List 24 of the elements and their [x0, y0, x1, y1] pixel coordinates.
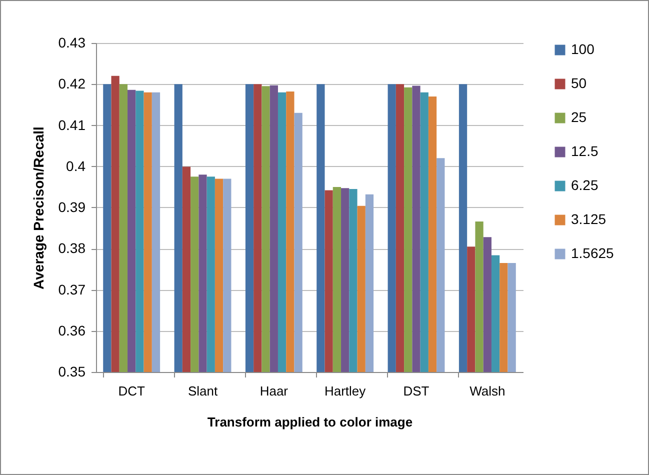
legend-label: 3.125 — [571, 211, 606, 227]
legend-label: 1.5625 — [571, 245, 614, 261]
legend-label: 50 — [571, 75, 587, 91]
x-tick-label: DST — [403, 384, 430, 398]
y-tick-label: 0.36 — [58, 322, 86, 338]
y-tick-label: 0.41 — [58, 116, 86, 133]
x-tick-label: Haar — [260, 384, 289, 398]
y-tick-label: 0.43 — [58, 34, 86, 50]
x-axis-title: Transform applied to color image — [207, 414, 413, 430]
legend-label: 12.5 — [571, 143, 598, 159]
y-tick-label: 0.35 — [58, 364, 86, 380]
x-tick-label: Walsh — [470, 384, 506, 398]
y-tick-label: 0.4 — [66, 158, 86, 174]
y-tick-label: 0.37 — [58, 281, 86, 298]
y-axis-title: Average Precison/Recall — [30, 126, 46, 290]
x-tick-label: Slant — [188, 384, 218, 398]
legend-label: 25 — [571, 109, 587, 125]
y-tick-label: 0.39 — [58, 199, 86, 215]
legend-label: 100 — [571, 41, 595, 57]
y-tick-label: 0.42 — [58, 76, 86, 92]
x-tick-label: DCT — [118, 384, 145, 398]
legend-label: 6.25 — [571, 177, 598, 193]
y-tick-label: 0.38 — [58, 240, 86, 256]
x-tick-label: Hartley — [324, 384, 366, 398]
